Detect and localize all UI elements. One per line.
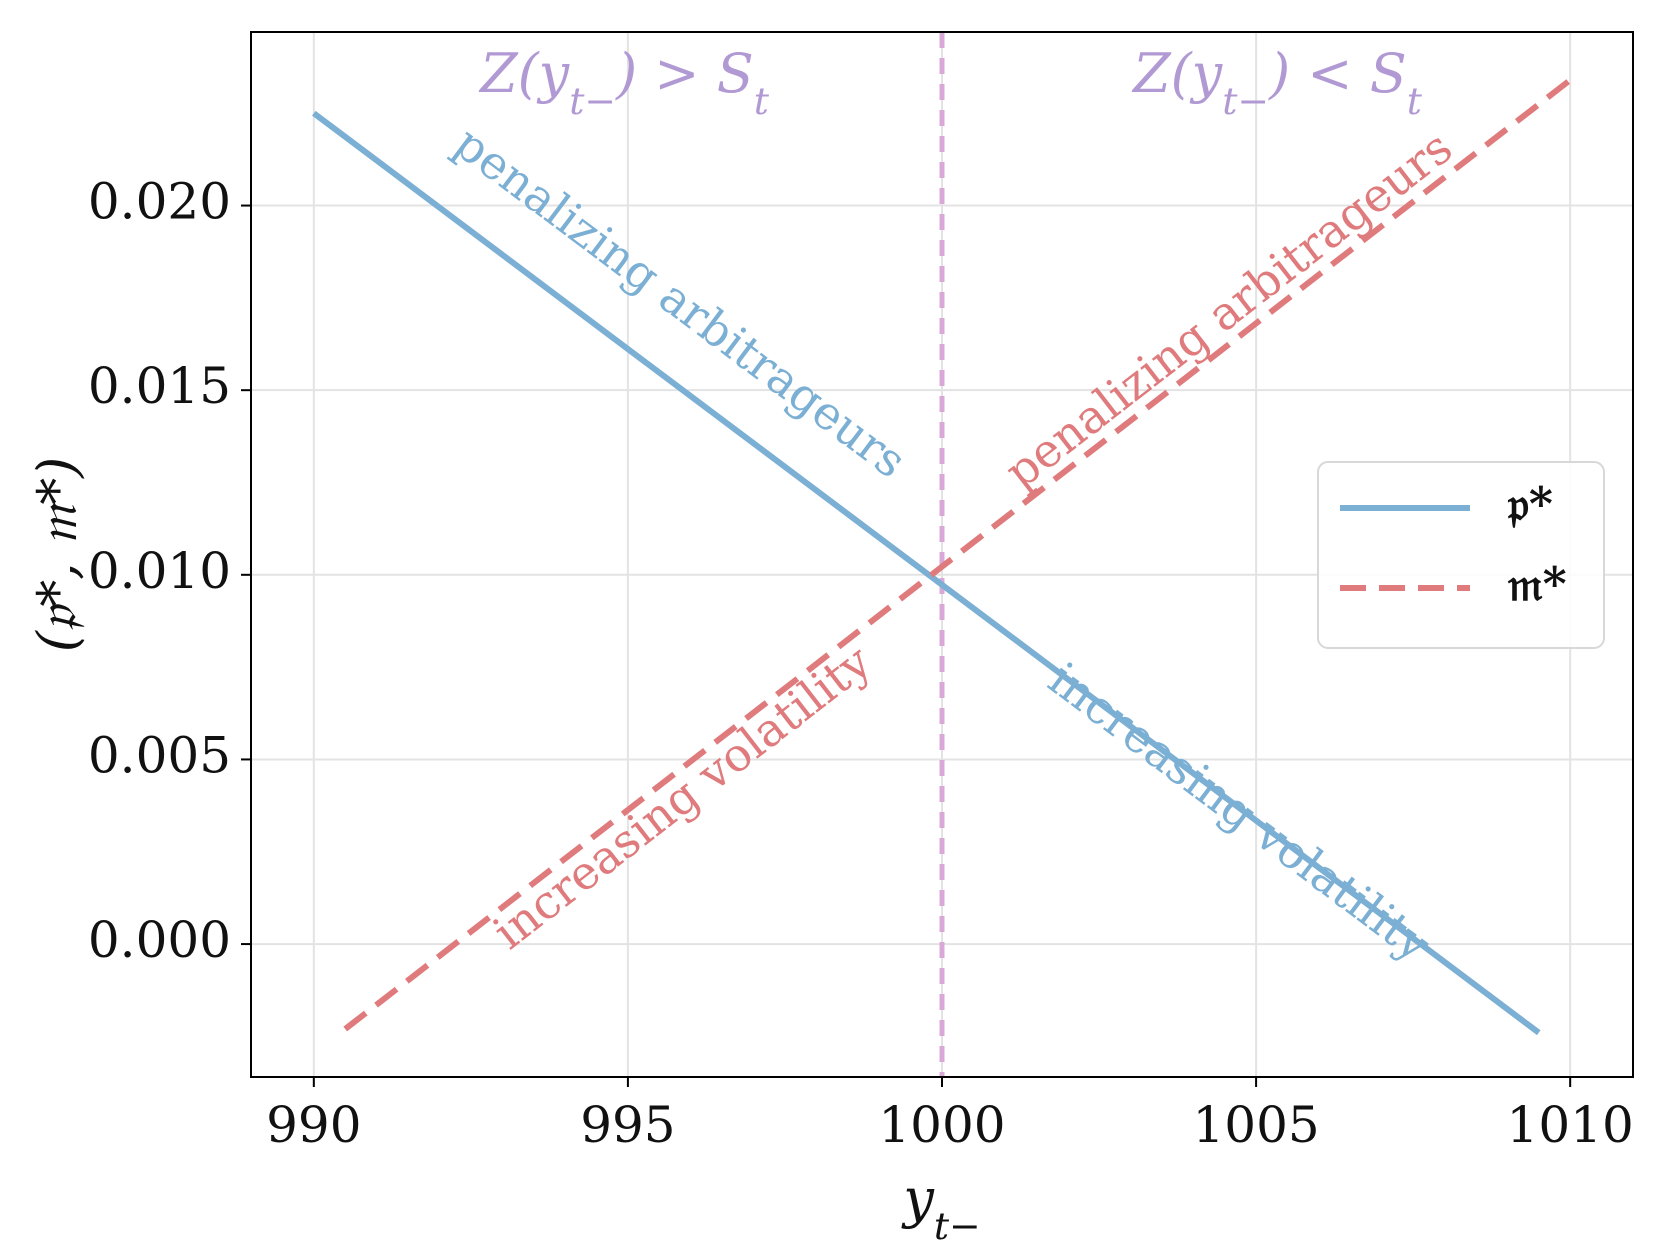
- axes: 990 995 1000 1005 1010 0.000 0.005 0.010 0.015 0.…: [26, 31, 1634, 1248]
- legend: 𝔭* 𝔪*: [1317, 461, 1605, 649]
- legend-label-0: 𝔭*: [1507, 477, 1553, 531]
- annotation-1: penalizing arbitrageurs: [995, 120, 1462, 499]
- annotation-2: increasing volatility: [483, 634, 881, 959]
- y-tick-label: 0.010: [88, 542, 231, 600]
- y-tick-label: 0.020: [88, 173, 231, 231]
- x-tick-label: 1005: [1192, 1096, 1319, 1154]
- annotation-3: increasing volatility: [1039, 651, 1441, 971]
- x-axis-label: yt−: [901, 1167, 980, 1246]
- legend-box: [1317, 461, 1605, 649]
- series-layer: [312, 32, 1573, 1077]
- x-tick-label: 1010: [1507, 1096, 1634, 1154]
- y-tick-label: 0.005: [88, 726, 231, 784]
- series-line-1: [343, 77, 1573, 1032]
- annotation-0: penalizing arbitrageurs: [445, 116, 917, 489]
- region-label-0: Z(yt−) > St: [478, 42, 770, 123]
- y-axis-label: (𝔭*, 𝔪*): [26, 457, 89, 653]
- legend-label-1: 𝔪*: [1507, 557, 1567, 611]
- y-tick-label: 0.015: [88, 357, 231, 415]
- x-tick-label: 1000: [878, 1096, 1005, 1154]
- x-tick-label: 990: [266, 1096, 361, 1154]
- annotation-layer: penalizing arbitrageurs penalizing arbitr…: [445, 42, 1462, 972]
- y-tick-label: 0.000: [88, 911, 231, 969]
- region-label-1: Z(yt−) < St: [1131, 42, 1423, 123]
- x-tick-label: 995: [580, 1096, 675, 1154]
- series-line-0: [312, 110, 1541, 1036]
